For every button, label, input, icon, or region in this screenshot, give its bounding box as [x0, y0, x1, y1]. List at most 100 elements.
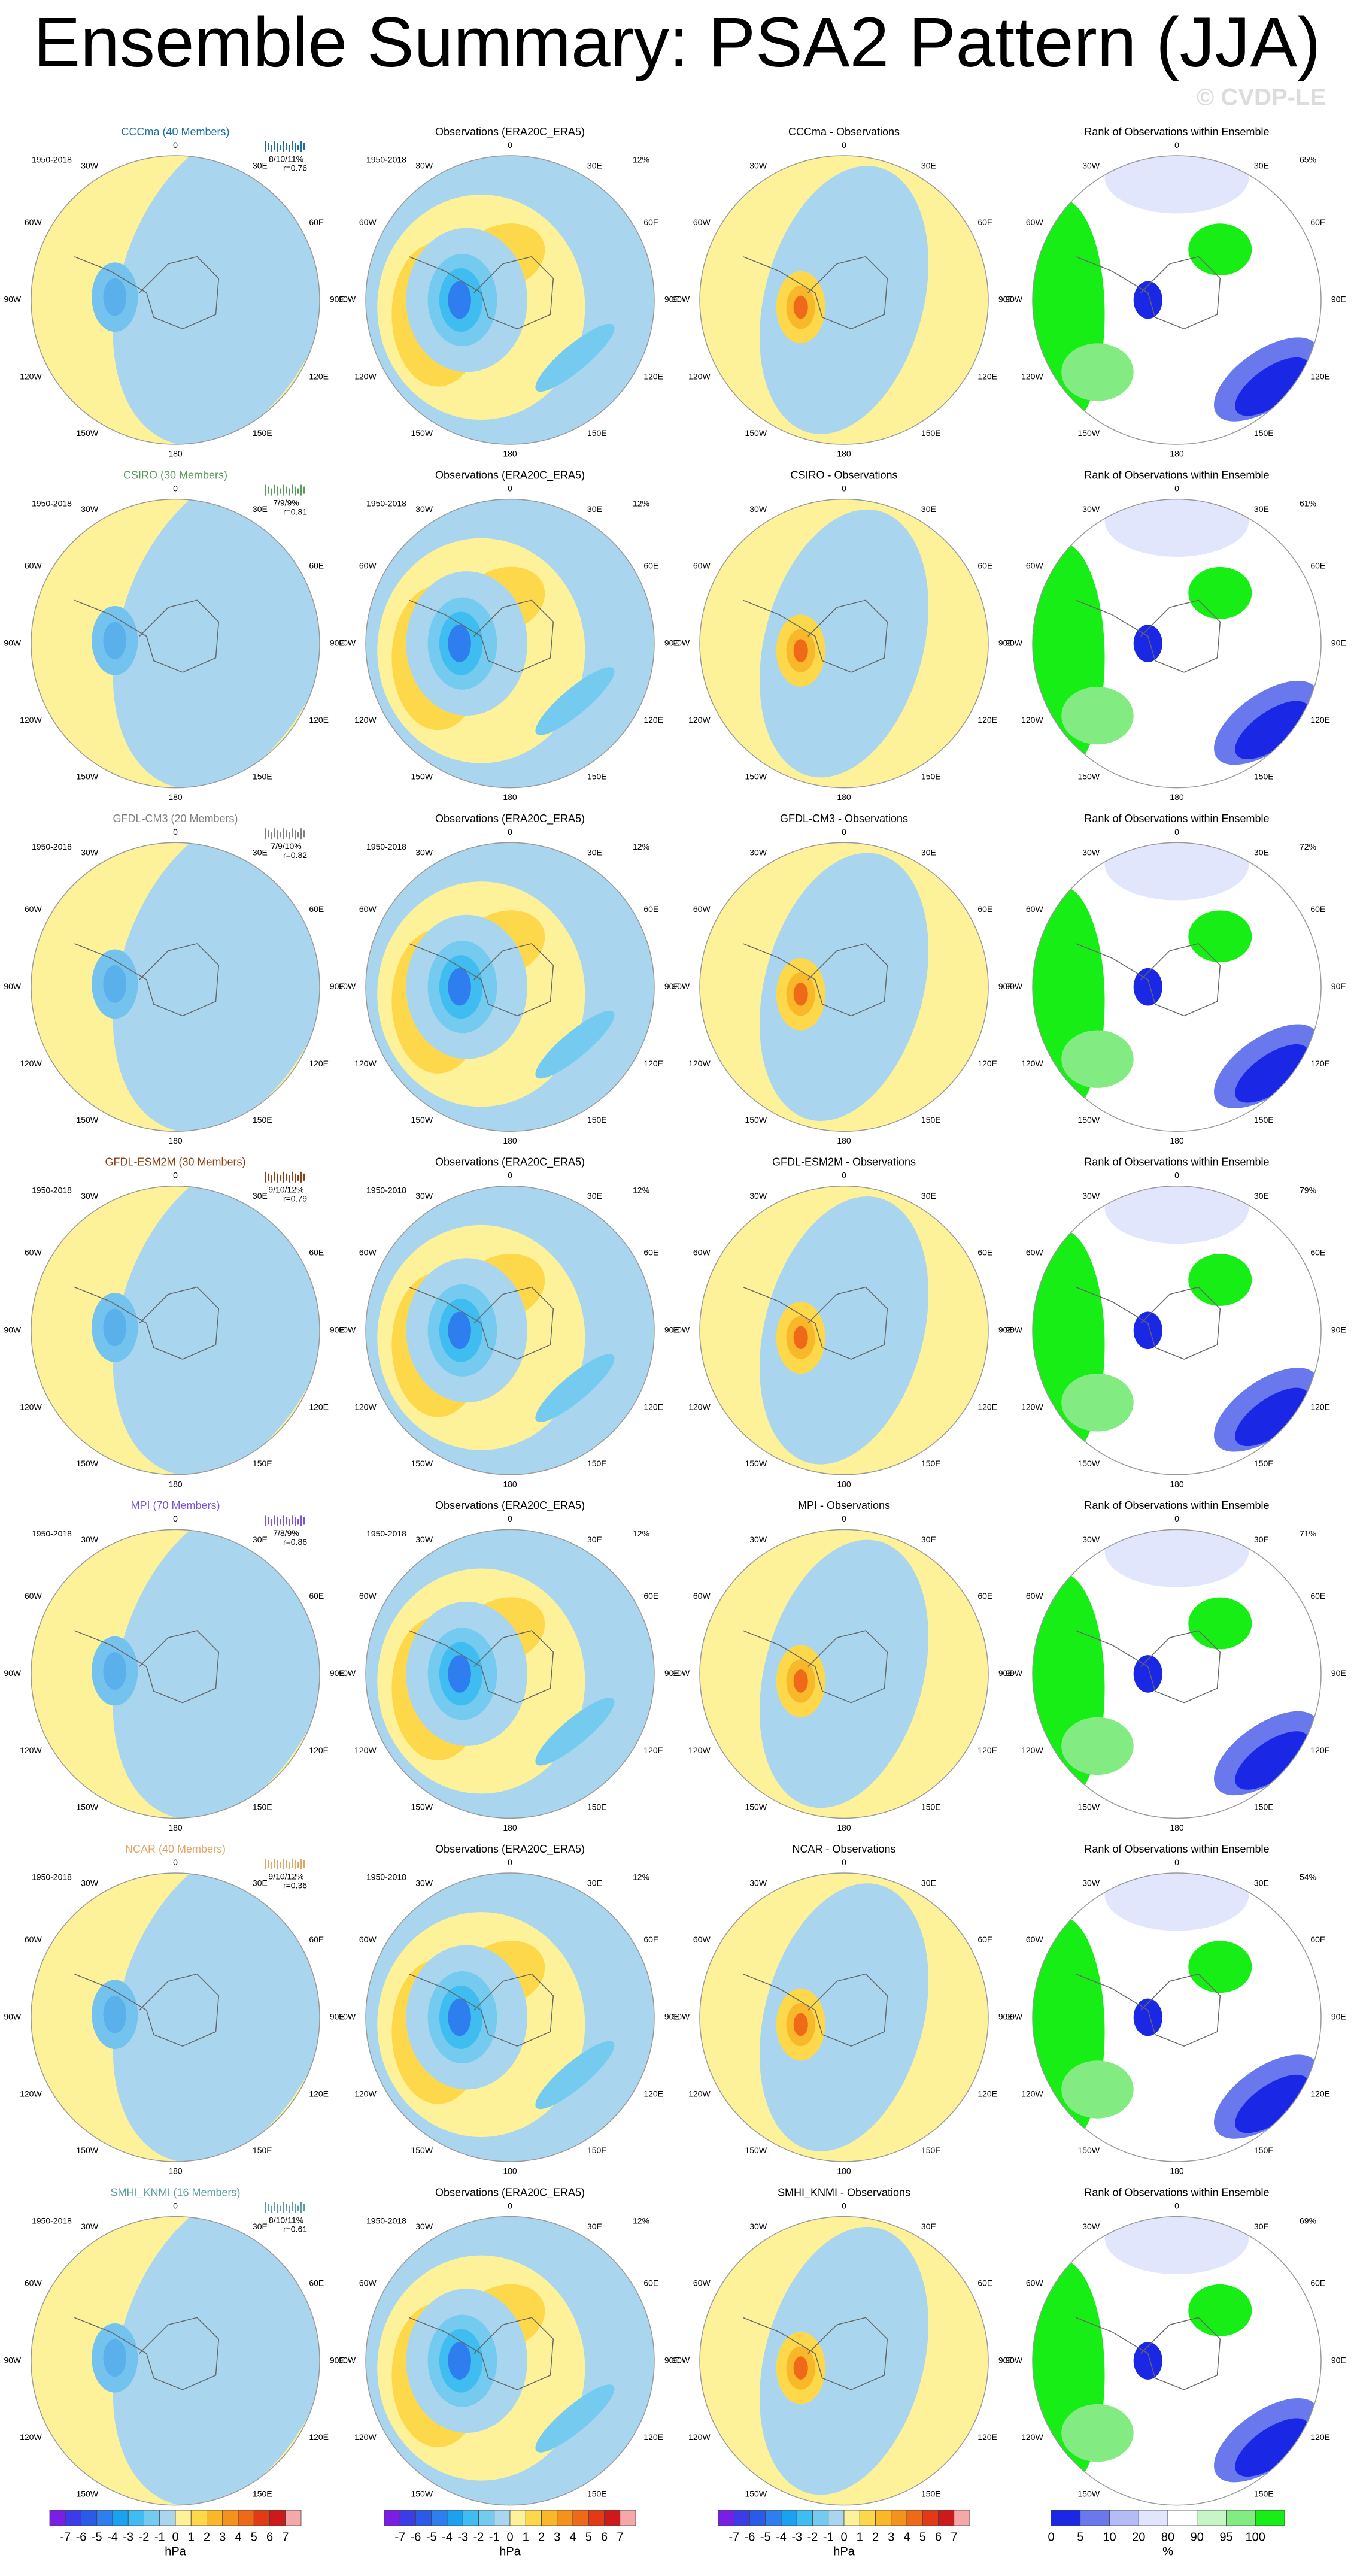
colorbar-label: -3 — [791, 2530, 802, 2544]
map-border — [365, 1872, 655, 2162]
field-contour — [759, 1539, 929, 1808]
field-contour — [759, 1883, 929, 2151]
longitude-label: 120W — [688, 372, 711, 381]
colorbar-box — [525, 2510, 542, 2526]
colorbar-box — [749, 2510, 766, 2526]
longitude-label: 30W — [415, 1191, 433, 1201]
field-contour — [1061, 343, 1134, 401]
field-contour — [1061, 1030, 1134, 1088]
longitude-label: 60W — [1026, 904, 1044, 914]
longitude-label: 90E — [1331, 2355, 1346, 2365]
colorbar-label: -6 — [411, 2530, 421, 2544]
longitude-label: 120E — [977, 1402, 997, 1411]
longitude-label: 60E — [309, 217, 324, 227]
longitude-label: 60E — [309, 2278, 324, 2287]
colorbar-box — [65, 2510, 81, 2526]
colorbar-label: 1 — [523, 2530, 529, 2544]
map-border — [1032, 1529, 1322, 1819]
longitude-label: 90W — [672, 1325, 690, 1335]
field-contour — [793, 982, 808, 1006]
longitude-label: 90W — [338, 1325, 356, 1335]
longitude-label: 120W — [354, 2432, 377, 2442]
longitude-label: 60W — [25, 2278, 42, 2287]
coastline — [409, 943, 554, 1017]
field-contour — [793, 1669, 808, 1693]
field-contour — [1235, 357, 1309, 416]
field-contour — [1188, 1597, 1252, 1650]
map — [366, 1873, 654, 2162]
field-contour — [103, 1308, 127, 1347]
colorbar-box — [399, 2510, 416, 2526]
longitude-label: 0 — [1174, 2201, 1179, 2210]
field-contour — [1061, 2060, 1134, 2119]
longitude-label: 90W — [4, 2012, 22, 2022]
field-contour — [1235, 1731, 1309, 1790]
map-border — [365, 498, 655, 789]
longitude-label: 180 — [503, 449, 517, 459]
longitude-label: 120E — [977, 1059, 997, 1068]
longitude-label: 90E — [998, 1668, 1013, 1678]
longitude-label: 180 — [837, 2166, 851, 2176]
field-contour — [448, 281, 471, 319]
longitude-label: 180 — [837, 1479, 851, 1489]
field-contour — [1104, 1873, 1249, 1931]
map-border — [31, 498, 320, 789]
map-border — [365, 1186, 655, 1475]
longitude-label: 90W — [1005, 1668, 1023, 1678]
map — [31, 1529, 320, 1819]
longitude-label: 90E — [330, 638, 345, 647]
colorbar-box — [462, 2510, 479, 2526]
longitude-label: 90W — [4, 638, 22, 647]
colorbar-box — [906, 2510, 923, 2526]
map-border — [365, 2216, 655, 2506]
field-contour — [1188, 566, 1252, 619]
map — [366, 2216, 654, 2505]
longitude-label: 30E — [1254, 1191, 1269, 1201]
longitude-label: 90E — [1331, 295, 1346, 304]
longitude-label: 0 — [842, 1171, 846, 1180]
longitude-label: 90W — [338, 638, 356, 647]
field-contour — [113, 156, 320, 444]
longitude-label: 30W — [415, 504, 433, 514]
field-contour — [1133, 1998, 1162, 2036]
field-contour — [759, 166, 929, 434]
longitude-label: 180 — [837, 1136, 851, 1145]
period: 1950-2018 — [32, 498, 72, 508]
coastline — [74, 1286, 220, 1360]
colorbar-box — [96, 2510, 113, 2526]
longitude-label: 90E — [1331, 1325, 1346, 1335]
longitude-label: 120E — [1310, 1059, 1330, 1068]
rank-pct: 72% — [1300, 842, 1316, 851]
colorbar-label: -4 — [107, 2530, 118, 2544]
field-contour — [113, 1529, 320, 1819]
longitude-label: 90E — [330, 295, 345, 304]
map-border — [699, 2216, 989, 2506]
obs-pct: 12% — [633, 155, 649, 165]
map-border — [365, 1529, 655, 1819]
longitude-label: 30W — [415, 2222, 433, 2231]
colorbar-label: 1 — [857, 2530, 863, 2544]
field-contour — [759, 1196, 929, 1465]
colorbar-label: 7 — [282, 2530, 289, 2544]
obs-title: Observations (ERA20C_ERA5) — [435, 469, 585, 481]
longitude-label: 120E — [643, 1745, 663, 1755]
colorbar-box — [954, 2510, 970, 2526]
colorbar-box — [938, 2510, 955, 2526]
rank-title: Rank of Observations within Ensemble — [1084, 126, 1269, 138]
colorbar-box — [922, 2510, 939, 2526]
longitude-label: 30E — [1254, 1535, 1269, 1544]
field-contour — [1133, 1655, 1162, 1693]
field-contour — [1061, 2404, 1134, 2462]
coastline — [743, 2317, 888, 2390]
colorbar-box — [415, 2510, 432, 2526]
longitude-label: 180 — [837, 449, 851, 459]
longitude-label: 150E — [253, 772, 272, 781]
longitude-label: 0 — [842, 1514, 846, 1523]
longitude-label: 120W — [1021, 2089, 1043, 2099]
colorbar-box — [557, 2510, 573, 2526]
colorbar-label: 5 — [1077, 2530, 1083, 2544]
field-contour — [793, 2013, 808, 2036]
longitude-label: 60E — [309, 560, 324, 570]
longitude-label: 90W — [1005, 638, 1023, 647]
colorbar-label: 4 — [235, 2530, 241, 2544]
